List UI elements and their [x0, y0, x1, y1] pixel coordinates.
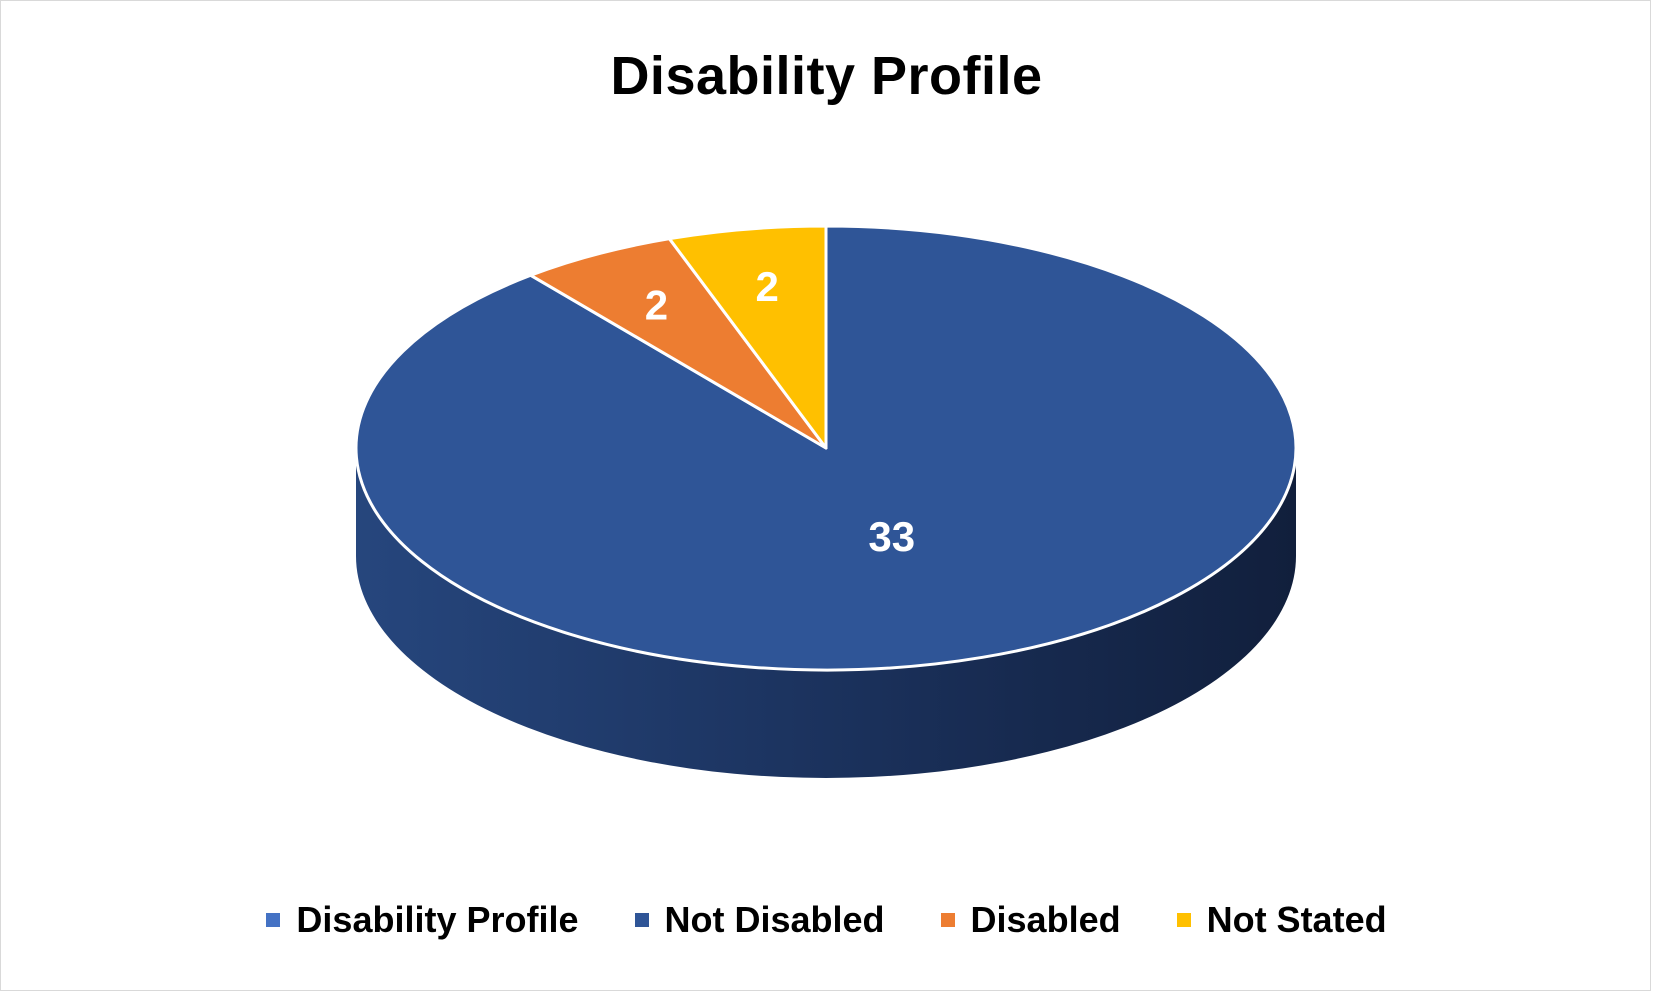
legend-swatch [1176, 913, 1191, 927]
pie-side-not-disabled [356, 448, 1296, 778]
pie-slice-disabled [529, 237, 828, 450]
legend-label: Disability Profile [296, 899, 579, 940]
legend-label: Not Stated [1206, 899, 1387, 940]
legend-label: Not Disabled [664, 899, 885, 940]
legend-item-disability-profile: Disability Profile [266, 899, 579, 941]
legend: Disability Profile Not Disabled Disabled No… [1, 899, 1652, 941]
legend-swatch [940, 913, 955, 927]
legend-label: Disabled [970, 899, 1121, 940]
legend-item-not-disabled: Not Disabled [634, 899, 885, 941]
legend-swatch [634, 913, 649, 927]
pie-data-labels: 33 2 2 [645, 263, 915, 560]
legend-item-disabled: Disabled [940, 899, 1121, 941]
data-label-not-disabled: 33 [868, 513, 915, 560]
data-label-not-stated: 2 [756, 263, 779, 310]
legend-item-not-stated: Not Stated [1176, 899, 1387, 941]
legend-swatch [266, 913, 281, 927]
pie-slices [354, 224, 1298, 672]
pie-slice-not-stated [667, 224, 828, 450]
chart-title: Disability Profile [610, 46, 1043, 106]
data-label-disabled: 2 [645, 282, 668, 329]
pie-side-wall [356, 448, 1296, 778]
